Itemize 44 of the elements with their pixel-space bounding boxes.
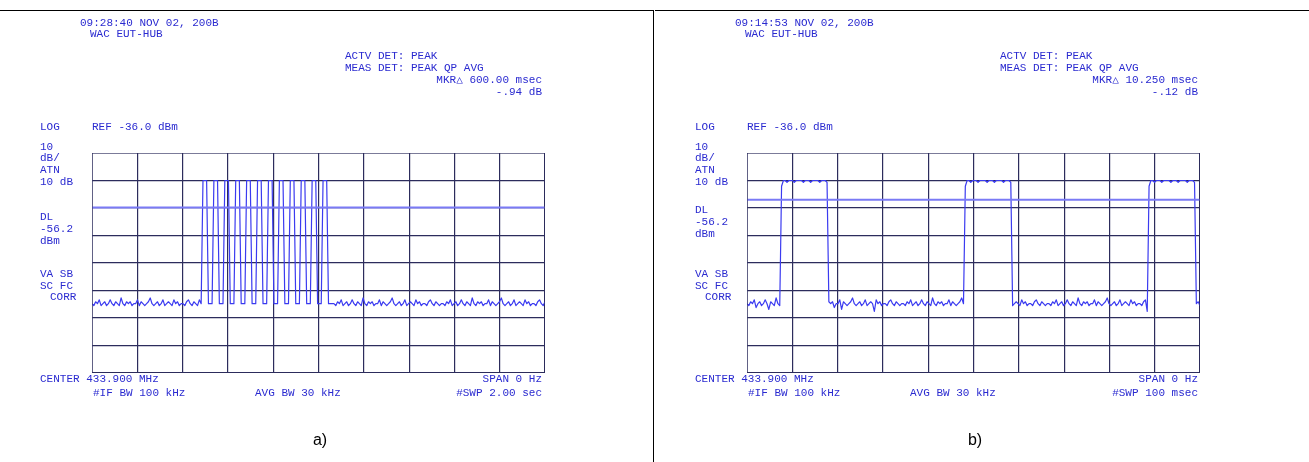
text: CORR [50,291,77,303]
text: 10 dB [40,176,74,188]
text: -.94 dB [495,86,542,98]
text: MKR△ 600.00 msec [436,74,542,86]
text: ACTV DET: PEAK [345,50,438,62]
chart-subtitle: WAC EUT-HUB [90,28,163,40]
text: MKR△ 10.250 msec [1092,74,1198,86]
annotation: SPAN 0 Hz [1138,373,1198,385]
text: LOG [40,121,60,133]
chart-title: 09:28:40 NOV 02, 200B [80,17,219,29]
text: #IF BW 100 kHz [748,387,841,399]
text: #SWP 2.00 sec [456,387,542,399]
text: AVG BW 30 kHz [910,387,996,399]
text: MEAS DET: PEAK QP AVG [345,62,484,74]
text: MEAS DET: PEAK QP AVG [1000,62,1139,74]
text: dB/ [695,152,715,164]
text: 10 [40,141,54,153]
text: VA SB [40,268,74,280]
chart-subtitle: WAC EUT-HUB [745,28,818,40]
text: ACTV DET: PEAK [1000,50,1093,62]
text: SC FC [695,280,729,292]
chart-title: 09:14:53 NOV 02, 200B [735,17,874,29]
text: REF -36.0 dBm [747,121,833,133]
text: a) [312,431,328,449]
ref-line-label: DL -56.2 dBm [40,211,74,248]
text: SC FC [40,280,74,292]
annotation: CENTER 433.900 MHz [695,373,814,385]
text: VA SB [695,268,729,280]
text: -.12 dB [1151,86,1198,98]
text: AVG BW 30 kHz [255,387,341,399]
text: ATN [695,164,715,176]
text: 10 dB [695,176,729,188]
text: SPAN 0 Hz [482,373,542,385]
text: b) [967,431,983,449]
ref-line-label: DL -56.2 dBm [695,203,729,240]
text: dB/ [40,152,60,164]
text: REF -36.0 dBm [92,121,178,133]
text: CENTER 433.900 MHz [40,373,159,385]
text: 10 [695,141,709,153]
text: #SWP 100 msec [1112,387,1198,399]
text: ATN [40,164,60,176]
text: LOG [695,121,715,133]
text: CORR [705,291,732,303]
text: #IF BW 100 kHz [93,387,186,399]
